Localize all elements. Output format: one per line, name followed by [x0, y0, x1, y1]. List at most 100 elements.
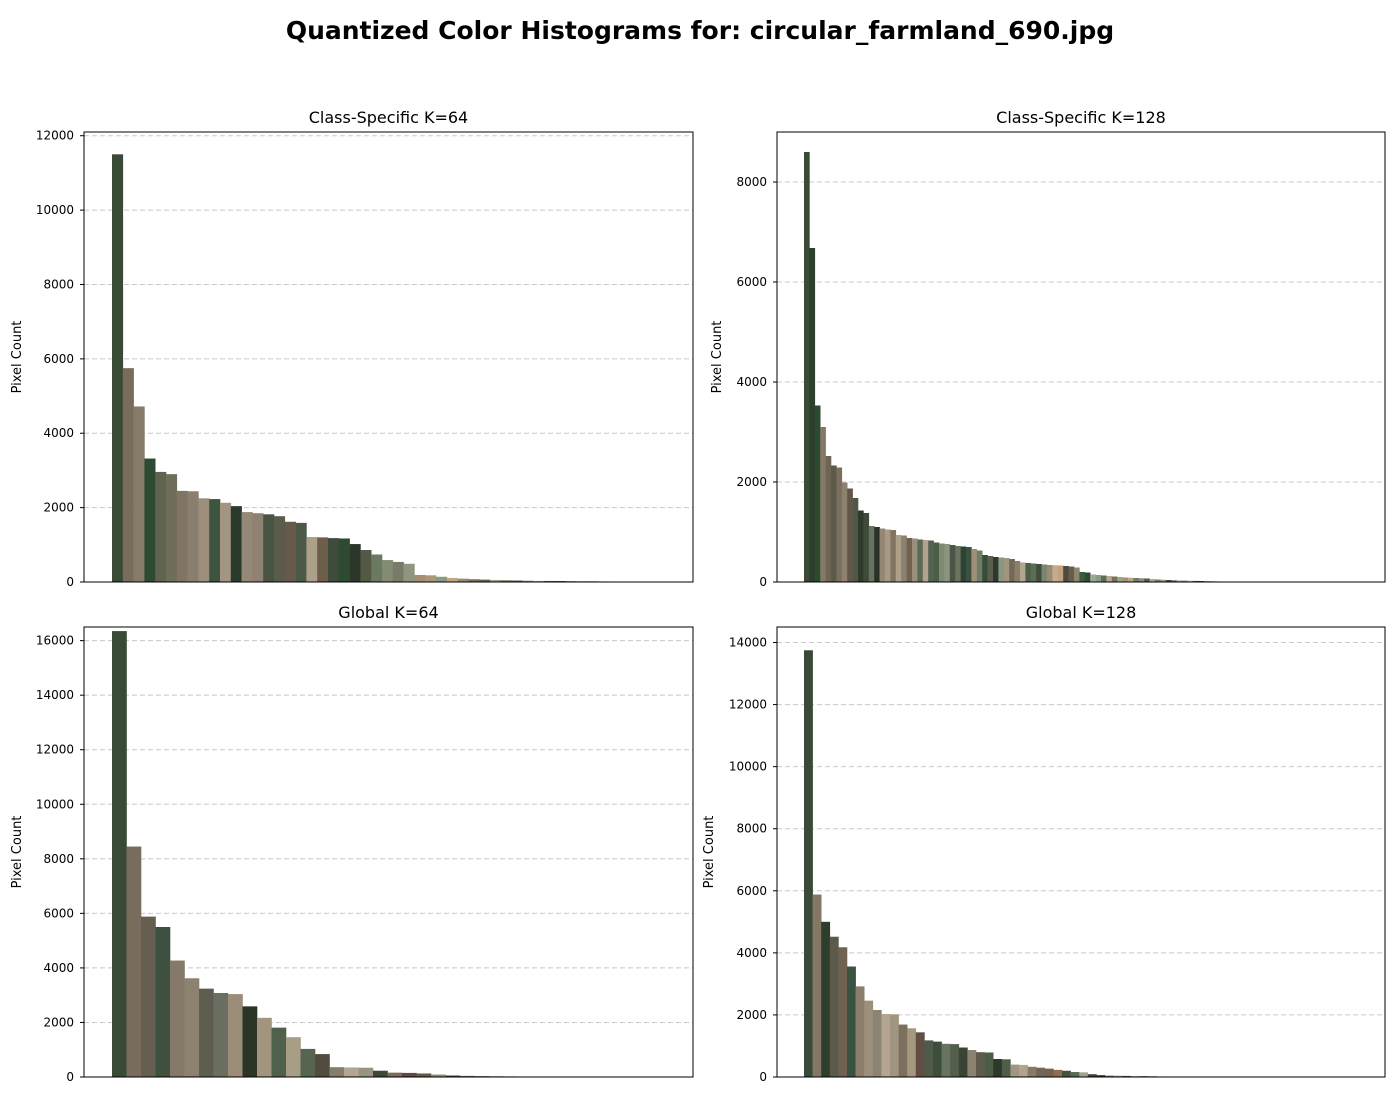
bar	[144, 458, 156, 582]
bar	[1165, 580, 1172, 582]
bar	[402, 1072, 417, 1077]
bar	[836, 467, 843, 582]
bar	[863, 513, 870, 582]
bar	[1106, 576, 1113, 582]
bar	[122, 368, 134, 582]
bar	[1090, 574, 1096, 582]
y-axis-label: Pixel Count	[10, 816, 25, 889]
bar	[917, 539, 924, 582]
bar	[431, 1074, 446, 1077]
bar	[928, 540, 934, 582]
bar	[457, 578, 469, 582]
bar	[315, 1054, 330, 1077]
bar	[993, 557, 999, 582]
bar	[295, 522, 307, 582]
bar	[184, 978, 200, 1077]
bar	[898, 1024, 908, 1077]
bar	[1084, 572, 1091, 582]
bar	[1036, 1067, 1046, 1077]
y-tick-label: 16000	[36, 634, 74, 648]
bar	[971, 549, 978, 582]
bar	[987, 556, 994, 582]
y-tick-label: 8000	[736, 822, 767, 836]
bar	[511, 580, 523, 582]
y-axis-label: Pixel Count	[710, 321, 725, 394]
bar	[814, 405, 821, 582]
bar	[373, 1070, 388, 1077]
bar	[820, 427, 826, 582]
figure-title: Quantized Color Histograms for: circular…	[285, 16, 1115, 45]
bar	[847, 488, 853, 582]
y-tick-label: 14000	[36, 688, 74, 702]
bar	[1187, 580, 1194, 582]
bar	[1003, 558, 1010, 582]
bar	[1074, 567, 1080, 582]
bar	[544, 580, 556, 582]
y-tick-label: 2000	[43, 501, 74, 515]
bar	[1087, 1074, 1097, 1077]
bar	[998, 557, 1005, 582]
bar	[890, 1014, 899, 1077]
bar	[533, 580, 545, 582]
bar	[1122, 1075, 1132, 1077]
bar	[263, 514, 275, 582]
bar	[371, 554, 383, 582]
bar	[274, 516, 286, 582]
bar	[1027, 1066, 1037, 1077]
bar	[1192, 580, 1199, 582]
bar	[1079, 572, 1086, 582]
bar	[1122, 577, 1129, 582]
bar	[1070, 1072, 1080, 1077]
y-tick-label: 6000	[736, 884, 767, 898]
bar	[967, 1050, 977, 1077]
bar	[966, 547, 972, 582]
bar	[416, 1073, 432, 1077]
bar	[1062, 1070, 1071, 1077]
bar	[228, 994, 243, 1077]
bar	[1144, 578, 1150, 582]
bar	[804, 152, 810, 582]
bar	[1171, 580, 1177, 582]
panel-title: Global K=128	[1026, 603, 1137, 622]
bar	[1001, 1059, 1011, 1077]
bar	[133, 406, 145, 582]
bar	[187, 491, 199, 582]
bar	[858, 510, 864, 582]
bar	[841, 482, 848, 582]
y-tick-label: 8000	[43, 852, 74, 866]
bar	[890, 530, 897, 582]
bar	[1036, 564, 1042, 582]
bar	[257, 1017, 272, 1077]
bar	[924, 1040, 934, 1077]
bar	[1079, 1072, 1089, 1077]
bar	[468, 579, 480, 582]
bar	[112, 154, 124, 582]
bar	[166, 474, 178, 582]
bar	[1182, 580, 1188, 582]
bar	[522, 580, 534, 582]
bar	[949, 545, 956, 582]
bar	[242, 1006, 258, 1077]
bar	[895, 535, 902, 582]
bar	[939, 543, 945, 582]
bar	[1019, 1064, 1028, 1077]
bar	[387, 1072, 403, 1077]
bar	[141, 916, 156, 1077]
bar	[230, 506, 242, 582]
plot-frame	[776, 626, 1386, 1078]
y-tick-label: 2000	[736, 475, 767, 489]
bar	[955, 546, 961, 582]
bar	[922, 540, 929, 582]
bar	[944, 544, 951, 582]
y-tick-label: 6000	[43, 906, 74, 920]
bar	[1128, 577, 1134, 582]
bar	[874, 527, 880, 582]
bar	[1063, 566, 1069, 582]
bar	[941, 1043, 951, 1077]
y-tick-label: 6000	[736, 275, 767, 289]
y-tick-label: 12000	[36, 129, 74, 143]
bar	[901, 535, 907, 582]
bar	[446, 577, 458, 582]
bar	[344, 1067, 359, 1077]
bar	[958, 1047, 968, 1077]
